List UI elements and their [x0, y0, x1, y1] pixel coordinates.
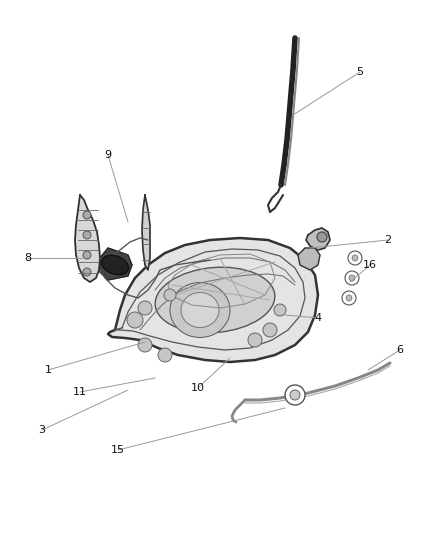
Text: 6: 6 [396, 345, 403, 355]
Text: 9: 9 [104, 150, 112, 160]
Text: 15: 15 [111, 445, 125, 455]
Text: 4: 4 [314, 313, 321, 323]
Circle shape [138, 301, 152, 315]
Text: 3: 3 [39, 425, 46, 435]
Circle shape [317, 232, 327, 242]
Polygon shape [142, 195, 150, 270]
Ellipse shape [155, 267, 275, 333]
Ellipse shape [181, 293, 219, 327]
Circle shape [83, 268, 91, 276]
Circle shape [83, 231, 91, 239]
Text: 5: 5 [357, 67, 364, 77]
Text: 10: 10 [191, 383, 205, 393]
Ellipse shape [170, 282, 230, 337]
Text: 16: 16 [363, 260, 377, 270]
Circle shape [290, 390, 300, 400]
Polygon shape [306, 228, 330, 250]
Polygon shape [75, 195, 100, 282]
Text: 11: 11 [73, 387, 87, 397]
Circle shape [349, 275, 355, 281]
Circle shape [158, 348, 172, 362]
Circle shape [127, 312, 143, 328]
Circle shape [138, 338, 152, 352]
Polygon shape [100, 248, 132, 280]
Circle shape [348, 251, 362, 265]
Circle shape [352, 255, 358, 261]
Circle shape [263, 323, 277, 337]
Circle shape [342, 291, 356, 305]
Polygon shape [298, 248, 320, 270]
Polygon shape [108, 238, 318, 362]
Text: 2: 2 [385, 235, 392, 245]
Circle shape [285, 385, 305, 405]
Text: 8: 8 [25, 253, 32, 263]
Circle shape [274, 304, 286, 316]
Ellipse shape [102, 255, 128, 274]
Text: 1: 1 [45, 365, 52, 375]
Circle shape [164, 289, 176, 301]
Circle shape [346, 295, 352, 301]
Circle shape [248, 333, 262, 347]
Circle shape [83, 211, 91, 219]
Circle shape [345, 271, 359, 285]
Circle shape [83, 251, 91, 259]
